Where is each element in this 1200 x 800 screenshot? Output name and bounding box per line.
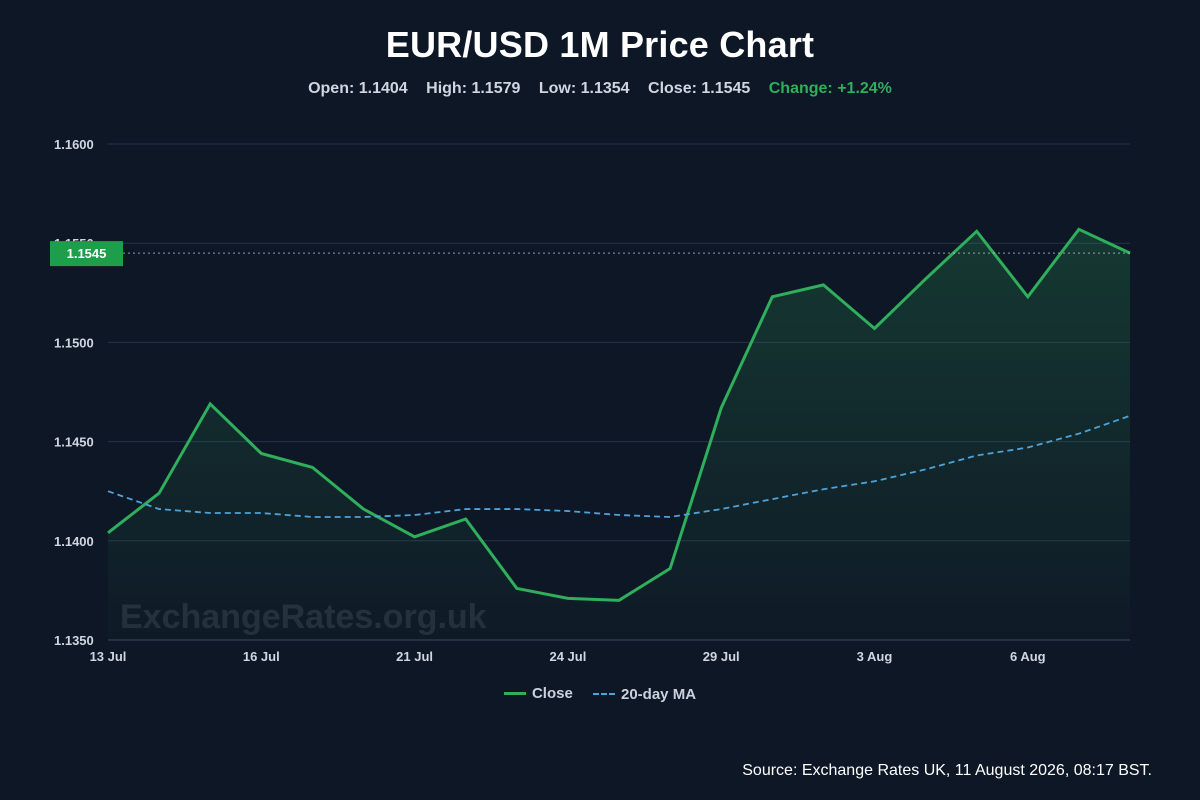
change-stat: Change: +1.24% [768,80,892,97]
close-stat: Close: 1.1545 [648,80,751,97]
legend-swatch-close [503,692,526,695]
x-tick-label: 16 Jul [243,649,280,664]
high-stat: High: 1.1579 [426,80,521,97]
low-stat: Low: 1.1354 [538,80,630,97]
source-note: Source: Exchange Rates UK, 11 August 202… [742,762,1152,779]
x-tick-label: 24 Jul [549,649,586,664]
legend-label-close: Close [531,685,573,702]
x-tick-label: 3 Aug [857,649,893,664]
y-tick-label: 1.1500 [54,335,94,350]
last-price-label: 1.1545 [67,246,107,261]
y-tick-label: 1.1450 [54,435,94,450]
x-tick-label: 6 Aug [1010,649,1046,664]
watermark: ExchangeRates.org.uk [120,598,487,636]
y-tick-label: 1.1350 [54,633,94,648]
chart-legend: Close 20-day MA [0,682,1200,703]
legend-item-close[interactable]: Close [503,685,573,702]
chart-title: EUR/USD 1M Price Chart [385,24,815,65]
legend-item-ma[interactable]: 20-day MA [593,686,696,703]
y-tick-label: 1.1400 [54,534,94,549]
legend-swatch-ma [593,693,615,695]
close-series-line [107,227,1131,602]
x-tick-label: 13 Jul [90,649,127,664]
ma-series-line [107,414,1131,518]
badge-layer: 1.1545 [50,241,1130,267]
open-stat: Open: 1.1404 [308,80,408,97]
x-tick-label: 29 Jul [703,649,740,664]
ohlc-summary: Open: 1.1404 High: 1.1579 Low: 1.1354 Cl… [0,80,1200,98]
y-tick-label: 1.1600 [54,137,94,152]
area-layer [108,229,1130,640]
x-tick-label: 21 Jul [396,649,433,664]
line-layer [107,227,1131,602]
close-area [108,229,1130,640]
last-price-badge [50,241,123,267]
legend-label-ma: 20-day MA [621,685,697,703]
